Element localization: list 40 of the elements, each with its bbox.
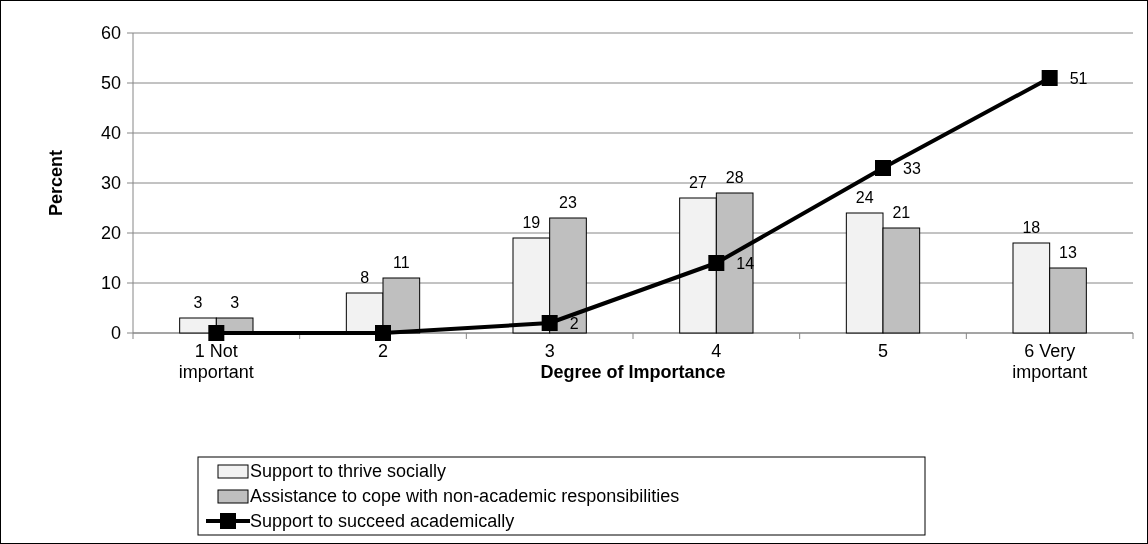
data-label: 11: [393, 254, 410, 271]
x-tick-label: 5: [877, 341, 889, 361]
data-label: 14: [736, 255, 755, 272]
legend-label: Assistance to cope with non-academic responsibilities: [250, 486, 680, 506]
y-tick-label: 0: [110, 323, 121, 343]
data-label: 3: [230, 294, 240, 311]
data-label: 27: [689, 174, 707, 191]
legend-label: Support to succeed academically: [250, 511, 515, 531]
point: [541, 315, 558, 331]
point: [375, 325, 391, 341]
x-tick-label: 4: [711, 341, 722, 361]
point: [875, 160, 891, 176]
y-tick-label: 20: [100, 223, 121, 243]
x-tick-label: 1 Not important: [178, 341, 254, 382]
data-label: 8: [360, 269, 370, 286]
data-label: 19: [522, 214, 541, 231]
data-label: 28: [725, 169, 744, 186]
data-label: 23: [559, 194, 577, 211]
y-tick-label: 60: [100, 23, 121, 43]
y-tick-label: 40: [100, 123, 121, 143]
legend-label: Support to thrive socially: [250, 461, 447, 481]
x-axis-title: Degree of Importance: [540, 362, 726, 382]
point: [1041, 70, 1058, 86]
y-tick-label: 10: [100, 273, 121, 293]
y-tick-label: 50: [100, 73, 121, 93]
x-tick-label: 2: [377, 341, 389, 361]
data-label: 3: [193, 294, 203, 311]
point: [708, 255, 725, 271]
data-label: 33: [903, 160, 921, 177]
data-label: 24: [855, 189, 874, 206]
y-tick-label: 30: [100, 173, 121, 193]
data-label: 13: [1059, 244, 1077, 261]
x-tick-label: 3: [544, 341, 555, 361]
y-axis-title: Percent: [46, 149, 66, 217]
data-label: 51: [1069, 70, 1088, 87]
data-label: 2: [569, 315, 579, 332]
point: [208, 325, 225, 341]
x-tick-label: 6 Very important: [1012, 341, 1088, 382]
data-label: 21: [892, 204, 911, 221]
data-label: 18: [1022, 219, 1041, 236]
